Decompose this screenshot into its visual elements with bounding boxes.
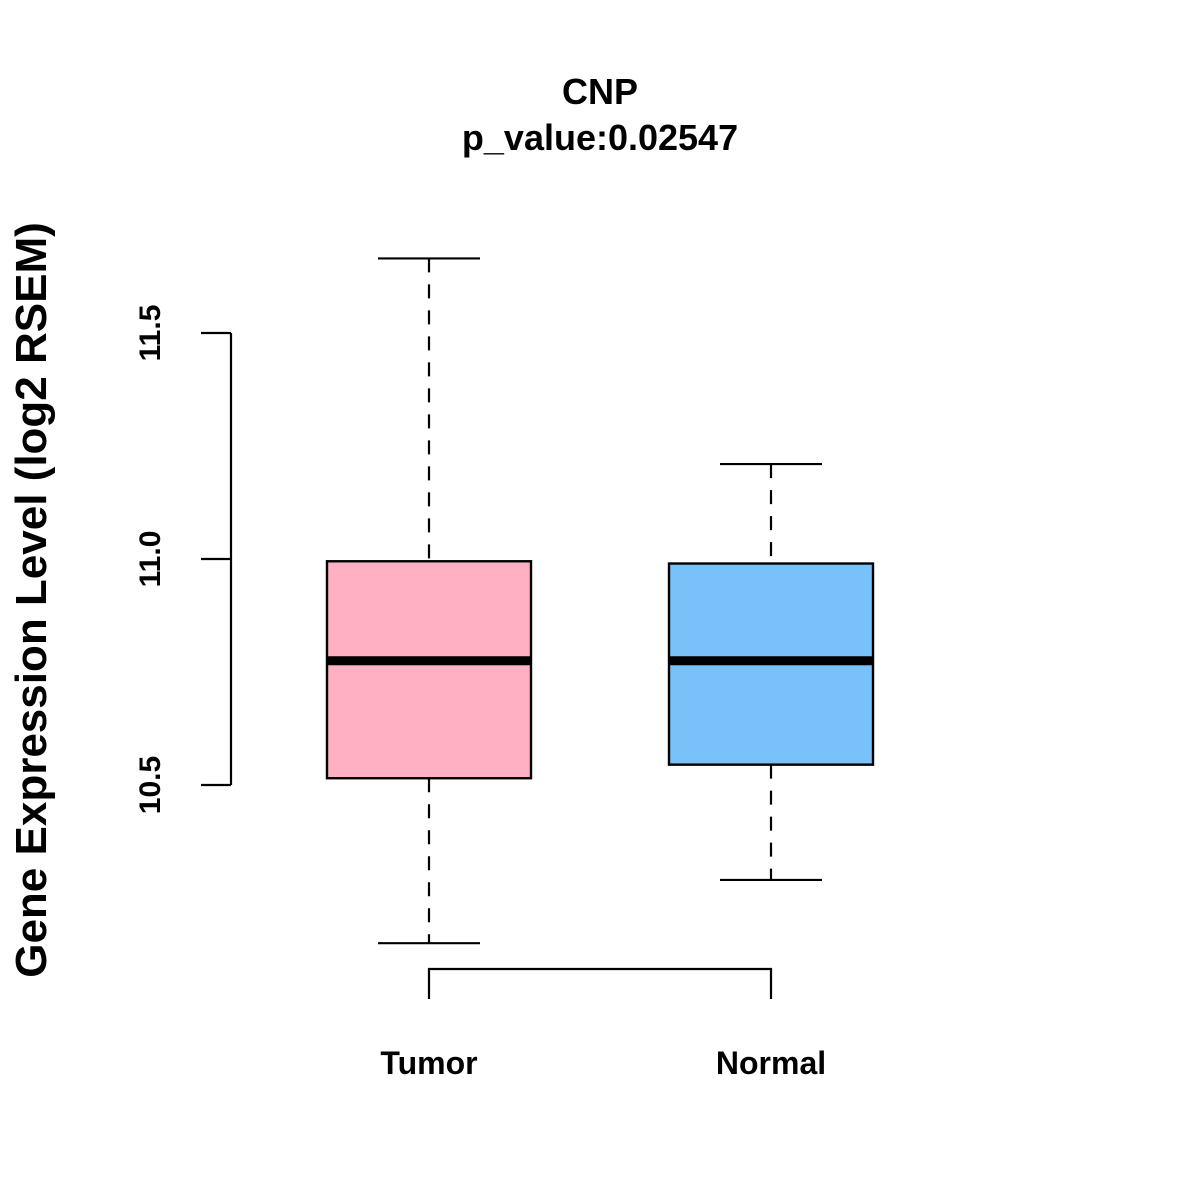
iqr-box-tumor bbox=[325, 560, 533, 780]
box-tumor bbox=[325, 257, 533, 945]
y-tick-label-2: 11.5 bbox=[134, 305, 167, 362]
bracket-line bbox=[427, 967, 773, 999]
chart-title: CNP bbox=[562, 71, 638, 112]
y-tick-label-1: 11.0 bbox=[134, 531, 167, 588]
comparison-bracket bbox=[427, 967, 773, 999]
y-axis: 10.5 11.0 11.5 bbox=[134, 305, 233, 814]
boxes-group bbox=[325, 257, 875, 945]
y-tick-label-0: 10.5 bbox=[134, 756, 167, 814]
x-label-normal: Normal bbox=[716, 1045, 826, 1081]
box-normal bbox=[667, 462, 875, 882]
y-axis-label: Gene Expression Level (log2 RSEM) bbox=[7, 222, 56, 978]
x-label-tumor: Tumor bbox=[380, 1045, 477, 1081]
x-axis-labels: Tumor Normal bbox=[380, 1045, 826, 1081]
chart-subtitle: p_value:0.02547 bbox=[462, 117, 738, 158]
